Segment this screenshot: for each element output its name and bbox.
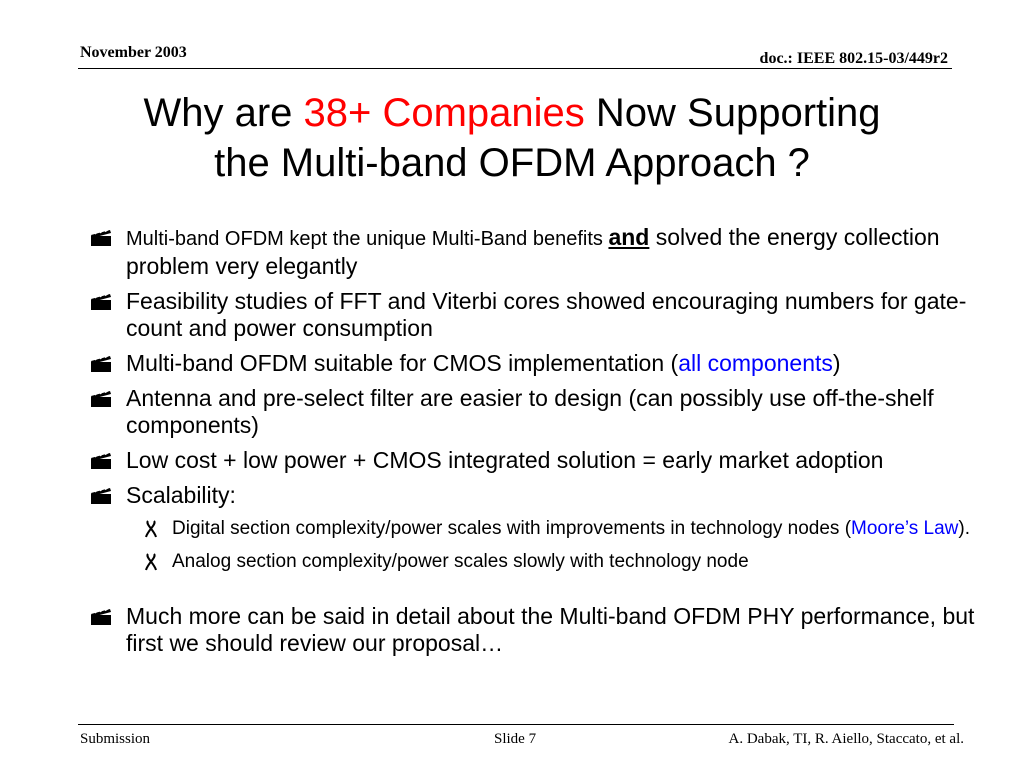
- bullet-2-text: Feasibility studies of FFT and Viterbi c…: [126, 288, 967, 341]
- bullet-3-link[interactable]: all components: [678, 350, 833, 376]
- ribbon-icon: [145, 553, 157, 571]
- bullet-5-text: Low cost + low power + CMOS integrated s…: [126, 447, 884, 473]
- footer-slide-number: Slide 7: [494, 731, 537, 747]
- bullet-7-text: Much more can be said in detail about th…: [126, 603, 975, 656]
- footer-submission: Submission: [80, 731, 151, 747]
- title-highlight: 38+ Companies: [303, 91, 585, 135]
- bullet-1-text-a: Multi-band OFDM kept the unique Multi-Ba…: [126, 228, 609, 250]
- clapperboard-icon: [91, 293, 111, 310]
- sub-bullet-item-2: Analog section complexity/power scales s…: [90, 550, 984, 573]
- title-part2: Now Supporting: [584, 91, 881, 135]
- bullet-item-6: Scalability:: [90, 482, 984, 509]
- header-date: November 2003: [80, 44, 187, 61]
- bullet-3-text-b: ): [832, 350, 841, 376]
- sub-bullet-item-1: Digital section complexity/power scales …: [90, 517, 984, 540]
- bullet-3-text-a: Multi-band OFDM suitable for CMOS implem…: [126, 350, 679, 376]
- bullet-item-2: Feasibility studies of FFT and Viterbi c…: [90, 288, 984, 342]
- bullet-item-7: Much more can be said in detail about th…: [90, 603, 984, 657]
- bullet-item-4: Antenna and pre-select filter are easier…: [90, 385, 984, 439]
- clapperboard-icon: [91, 608, 111, 625]
- header-doc-id: doc.: IEEE 802.15-03/449r2: [759, 50, 948, 67]
- bullet-item-3: Multi-band OFDM suitable for CMOS implem…: [90, 350, 984, 377]
- clapperboard-icon: [91, 390, 111, 407]
- header-divider: [78, 68, 952, 69]
- sub-bullet-1-text-b: ).: [958, 518, 971, 539]
- title-line2: the Multi-band OFDM Approach ?: [214, 141, 810, 185]
- bullet-1-emphasis: and: [608, 224, 650, 250]
- sub-bullet-1-link[interactable]: Moore’s Law: [851, 518, 959, 539]
- bullet-6-text: Scalability:: [126, 482, 236, 508]
- footer-authors: A. Dabak, TI, R. Aiello, Staccato, et al…: [728, 731, 965, 747]
- title-part1: Why are: [143, 91, 304, 135]
- clapperboard-icon: [91, 355, 111, 372]
- sub-bullet-1-text-a: Digital section complexity/power scales …: [172, 518, 852, 539]
- bullet-item-5: Low cost + low power + CMOS integrated s…: [90, 447, 984, 474]
- slide-title: Why are 38+ Companies Now Supporting the…: [40, 88, 984, 188]
- bullet-list: Multi-band OFDM kept the unique Multi-Ba…: [90, 224, 984, 665]
- bullet-1-text-b: solved the energy collection problem ver…: [126, 224, 940, 279]
- footer-divider: [78, 724, 954, 725]
- clapperboard-icon: [91, 487, 111, 504]
- bullet-4-text: Antenna and pre-select filter are easier…: [126, 385, 934, 438]
- clapperboard-icon: [91, 452, 111, 469]
- sub-bullet-2-text: Analog section complexity/power scales s…: [172, 551, 749, 572]
- clapperboard-icon: [91, 229, 111, 246]
- bullet-item-1: Multi-band OFDM kept the unique Multi-Ba…: [90, 224, 984, 280]
- ribbon-icon: [145, 520, 157, 538]
